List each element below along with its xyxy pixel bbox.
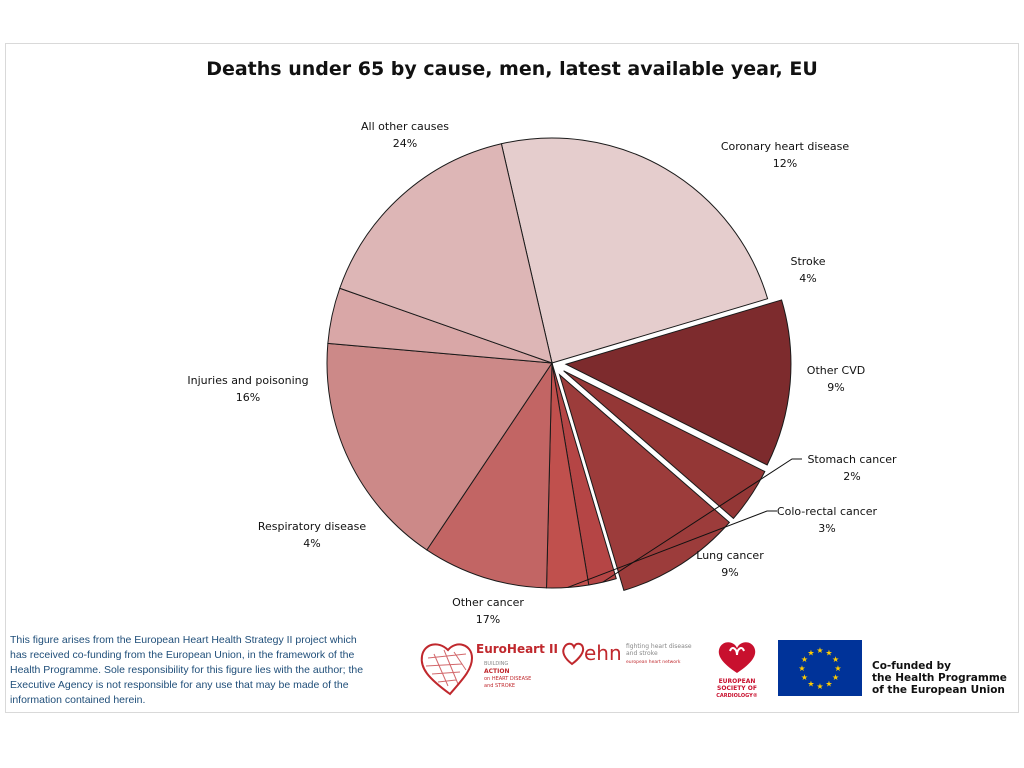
slice-value-label: 3% xyxy=(818,522,835,535)
slice-label: All other causes xyxy=(361,120,449,133)
slice-label: Other cancer xyxy=(452,596,524,609)
star-icon: ★ xyxy=(801,655,808,664)
slice-label: Injuries and poisoning xyxy=(187,374,308,387)
star-icon: ★ xyxy=(825,680,832,689)
euroheart-title: EuroHeart II xyxy=(476,642,558,656)
esc-logo: EUROPEAN SOCIETY OF CARDIOLOGY® xyxy=(716,642,758,699)
slice-value-label: 2% xyxy=(843,470,860,483)
star-icon: ★ xyxy=(832,673,839,682)
ehn-logo: ehn fighting heart disease and stroke eu… xyxy=(562,641,692,666)
slice-label: Coronary heart disease xyxy=(721,140,849,153)
slice-value-label: 16% xyxy=(236,391,260,404)
leader-line xyxy=(602,458,802,583)
slice-label: Stroke xyxy=(790,255,825,268)
ehn-tagline-2: and stroke xyxy=(626,650,658,657)
heart-icon xyxy=(420,643,474,696)
star-icon: ★ xyxy=(832,655,839,664)
slice-value-label: 9% xyxy=(721,566,738,579)
pie-slice-other-cancer xyxy=(326,342,553,551)
slice-value-label: 9% xyxy=(827,381,844,394)
slice-label: Stomach cancer xyxy=(807,453,897,466)
star-icon: ★ xyxy=(798,664,805,673)
star-icon: ★ xyxy=(801,673,808,682)
pie-slice-coronary-heart-disease xyxy=(564,299,792,466)
pie-slice-all-other-causes xyxy=(500,137,769,364)
pie-slice-lung-cancer xyxy=(426,361,553,589)
euroheart-sub-2: ACTION xyxy=(484,668,510,675)
star-icon: ★ xyxy=(834,664,841,673)
slice-value-label: 4% xyxy=(799,272,816,285)
slice-value-label: 24% xyxy=(393,137,417,150)
star-icon: ★ xyxy=(816,646,823,655)
ehn-tagline-3: european heart network xyxy=(626,659,681,665)
cofunded-line-2: the Health Programme xyxy=(872,672,1007,684)
star-icon: ★ xyxy=(816,682,823,691)
ehn-name: ehn xyxy=(584,641,622,665)
cofunded-line-1: Co-funded by xyxy=(872,660,951,672)
pie-slice-injuries-and-poisoning xyxy=(339,143,553,364)
slice-value-label: 17% xyxy=(476,613,500,626)
euroheart-sub-1: BUILDING xyxy=(484,661,508,667)
star-icon: ★ xyxy=(807,680,814,689)
slice-label: Other CVD xyxy=(807,364,865,377)
eu-flag-icon: ★ ★★★★★★★★★★★ xyxy=(778,640,862,696)
esc-line-1: EUROPEAN xyxy=(719,678,756,685)
euroheart-sub-3: on HEART DISEASE xyxy=(484,676,531,682)
cofunded-text: Co-funded by the Health Programme of the… xyxy=(872,660,1022,696)
slice-label: Respiratory disease xyxy=(258,520,367,533)
star-icon: ★ xyxy=(825,648,832,657)
leader-line xyxy=(567,510,777,588)
slice-value-label: 12% xyxy=(773,157,797,170)
euroheart-logo: EuroHeart II BUILDING ACTION on HEART DI… xyxy=(420,642,558,696)
pie-slice-stroke xyxy=(563,370,766,520)
esc-line-3: CARDIOLOGY® xyxy=(716,693,758,699)
cofunded-line-3: of the European Union xyxy=(872,684,1005,696)
slice-label: Lung cancer xyxy=(696,549,764,562)
esc-heart-icon xyxy=(718,642,756,673)
ehn-heart-icon xyxy=(562,642,585,666)
slice-value-label: 4% xyxy=(303,537,320,550)
footnote: This figure arises from the European Hea… xyxy=(10,634,364,706)
star-icon: ★ xyxy=(807,648,814,657)
euroheart-sub-4: and STROKE xyxy=(484,683,515,689)
esc-line-2: SOCIETY OF xyxy=(717,685,757,692)
slice-label: Colo-rectal cancer xyxy=(777,505,878,518)
chart-title: Deaths under 65 by cause, men, latest av… xyxy=(206,58,818,80)
ehn-tagline-1: fighting heart disease xyxy=(626,643,692,650)
